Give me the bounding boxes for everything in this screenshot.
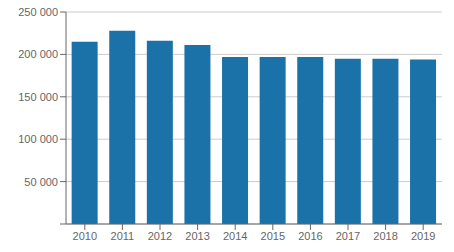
- svg-text:2011: 2011: [111, 230, 135, 242]
- svg-text:100 000: 100 000: [18, 133, 58, 145]
- svg-text:2018: 2018: [373, 230, 397, 242]
- svg-text:2019: 2019: [411, 230, 435, 242]
- svg-text:250 000: 250 000: [18, 6, 58, 18]
- svg-text:2016: 2016: [298, 230, 322, 242]
- svg-text:50 000: 50 000: [24, 176, 58, 188]
- svg-text:2013: 2013: [185, 230, 209, 242]
- svg-text:150 000: 150 000: [18, 91, 58, 103]
- svg-text:2014: 2014: [223, 230, 247, 242]
- svg-text:2015: 2015: [261, 230, 285, 242]
- svg-text:2010: 2010: [73, 230, 97, 242]
- svg-text:200 000: 200 000: [18, 48, 58, 60]
- svg-text:2012: 2012: [148, 230, 172, 242]
- svg-text:2017: 2017: [336, 230, 360, 242]
